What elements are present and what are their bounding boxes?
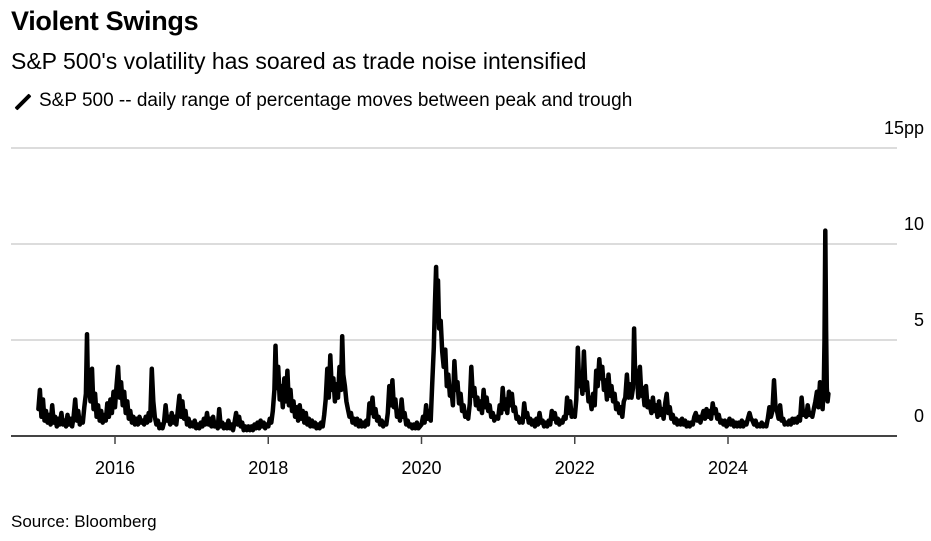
y-tick-label: 5 — [914, 310, 924, 330]
series-line — [36, 228, 831, 433]
x-tick-label: 2016 — [95, 458, 135, 478]
y-tick-label: 0 — [914, 406, 924, 426]
legend: S&P 500 -- daily range of percentage mov… — [11, 90, 632, 112]
x-tick-label: 2022 — [555, 458, 595, 478]
source-note: Source: Bloomberg — [11, 512, 157, 531]
chart-subtitle: S&P 500's volatility has soared as trade… — [11, 48, 587, 74]
y-tick-label: 15pp — [884, 118, 924, 138]
x-tick-label: 2020 — [401, 458, 441, 478]
x-tick-label: 2018 — [248, 458, 288, 478]
gridlines — [11, 147, 897, 341]
x-tick-label: 2024 — [708, 458, 748, 478]
series-layer — [36, 228, 831, 433]
legend-label: S&P 500 -- daily range of percentage mov… — [39, 90, 633, 111]
chart-title: Violent Swings — [11, 6, 199, 36]
y-axis: 0 5 10 15pp — [884, 118, 924, 426]
x-axis: 2016 2018 2020 2022 2024 — [11, 435, 897, 478]
y-tick-label: 10 — [904, 214, 924, 234]
